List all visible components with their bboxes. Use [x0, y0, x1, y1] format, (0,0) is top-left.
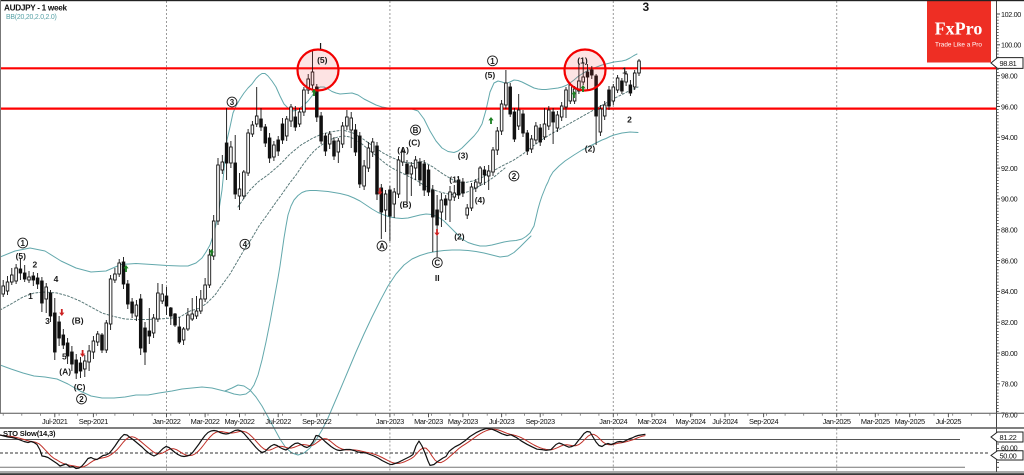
svg-text:Jul-2023: Jul-2023 — [489, 417, 515, 426]
svg-text:(5): (5) — [485, 70, 496, 80]
svg-text:88.00: 88.00 — [1001, 226, 1018, 235]
svg-text:STO Slow(14,3): STO Slow(14,3) — [3, 429, 56, 438]
svg-text:(3): (3) — [458, 150, 469, 160]
svg-text:Jul-2021: Jul-2021 — [42, 417, 68, 426]
svg-text:Jan-2023: Jan-2023 — [376, 417, 404, 426]
svg-text:78.00: 78.00 — [1001, 380, 1018, 389]
svg-text:2: 2 — [627, 114, 632, 124]
svg-text:Sep-2022: Sep-2022 — [302, 417, 331, 426]
svg-text:(1): (1) — [577, 56, 588, 66]
svg-text:(A): (A) — [59, 367, 71, 377]
svg-text:II: II — [435, 273, 440, 283]
svg-text:3: 3 — [230, 98, 235, 107]
svg-text:(1): (1) — [449, 175, 460, 185]
svg-text:(5): (5) — [16, 251, 27, 261]
svg-text:102.00: 102.00 — [1001, 10, 1021, 19]
svg-text:FxPro: FxPro — [935, 19, 983, 39]
svg-text:98.00: 98.00 — [1001, 71, 1018, 80]
svg-text:76.00: 76.00 — [1001, 410, 1018, 419]
svg-text:Jul-2024: Jul-2024 — [712, 417, 738, 426]
svg-text:Sep-2021: Sep-2021 — [79, 417, 108, 426]
svg-text:94.00: 94.00 — [1001, 133, 1018, 142]
svg-text:2: 2 — [512, 172, 517, 181]
svg-text:AUDJPY - 1 week: AUDJPY - 1 week — [4, 4, 67, 13]
svg-text:82.00: 82.00 — [1001, 318, 1018, 327]
svg-text:(2): (2) — [585, 144, 596, 154]
svg-text:96.00: 96.00 — [1001, 102, 1018, 111]
svg-text:Jan-2022: Jan-2022 — [152, 417, 180, 426]
svg-text:92.00: 92.00 — [1001, 164, 1018, 173]
svg-text:(B): (B) — [400, 200, 412, 210]
svg-text:2: 2 — [79, 395, 84, 404]
svg-text:86.00: 86.00 — [1001, 256, 1018, 265]
svg-text:60.00: 60.00 — [1001, 444, 1018, 453]
svg-text:1: 1 — [622, 66, 627, 76]
svg-text:May-2024: May-2024 — [676, 417, 706, 426]
svg-text:Sep-2023: Sep-2023 — [526, 417, 555, 426]
svg-text:Mar-2025: Mar-2025 — [861, 417, 890, 426]
svg-text:90.00: 90.00 — [1001, 195, 1018, 204]
svg-text:50.00: 50.00 — [1000, 451, 1017, 460]
svg-text:(4): (4) — [475, 195, 486, 205]
svg-text:May-2022: May-2022 — [224, 417, 254, 426]
svg-text:May-2023: May-2023 — [448, 417, 478, 426]
svg-text:100.00: 100.00 — [1001, 41, 1021, 50]
svg-text:Jul-2025: Jul-2025 — [936, 417, 962, 426]
svg-text:Jan-2025: Jan-2025 — [823, 417, 851, 426]
svg-text:98.81: 98.81 — [1000, 59, 1017, 68]
svg-text:Trade Like a Pro: Trade Like a Pro — [935, 42, 982, 49]
svg-text:(C): (C) — [408, 137, 420, 147]
svg-text:B: B — [413, 126, 419, 135]
svg-text:84.00: 84.00 — [1001, 287, 1018, 296]
svg-text:Sep-2024: Sep-2024 — [749, 417, 778, 426]
svg-text:C: C — [434, 259, 440, 268]
svg-text:4: 4 — [54, 274, 59, 284]
svg-text:4: 4 — [243, 240, 248, 249]
svg-text:(5): (5) — [317, 55, 328, 65]
svg-text:3: 3 — [45, 316, 50, 326]
svg-text:Mar-2024: Mar-2024 — [637, 417, 666, 426]
svg-text:(B): (B) — [72, 316, 84, 326]
svg-text:(2): (2) — [454, 232, 465, 242]
svg-text:Jul-2022: Jul-2022 — [265, 417, 291, 426]
svg-text:81.22: 81.22 — [1000, 433, 1017, 442]
svg-text:BB(20,20,2.0,2.0): BB(20,20,2.0,2.0) — [6, 14, 57, 21]
svg-text:1: 1 — [20, 239, 25, 248]
svg-text:Jan-2024: Jan-2024 — [599, 417, 627, 426]
svg-text:(C): (C) — [74, 382, 86, 392]
svg-text:A: A — [379, 242, 385, 251]
svg-text:2: 2 — [33, 260, 38, 270]
svg-text:5: 5 — [62, 352, 67, 362]
svg-text:Mar-2023: Mar-2023 — [414, 417, 443, 426]
svg-text:I: I — [319, 41, 321, 51]
svg-text:(A): (A) — [397, 145, 409, 155]
svg-text:1: 1 — [28, 291, 33, 301]
svg-text:80.00: 80.00 — [1001, 349, 1018, 358]
svg-text:May-2025: May-2025 — [895, 417, 925, 426]
svg-text:3: 3 — [643, 0, 650, 14]
svg-text:1: 1 — [490, 57, 495, 66]
svg-text:Mar-2022: Mar-2022 — [191, 417, 220, 426]
